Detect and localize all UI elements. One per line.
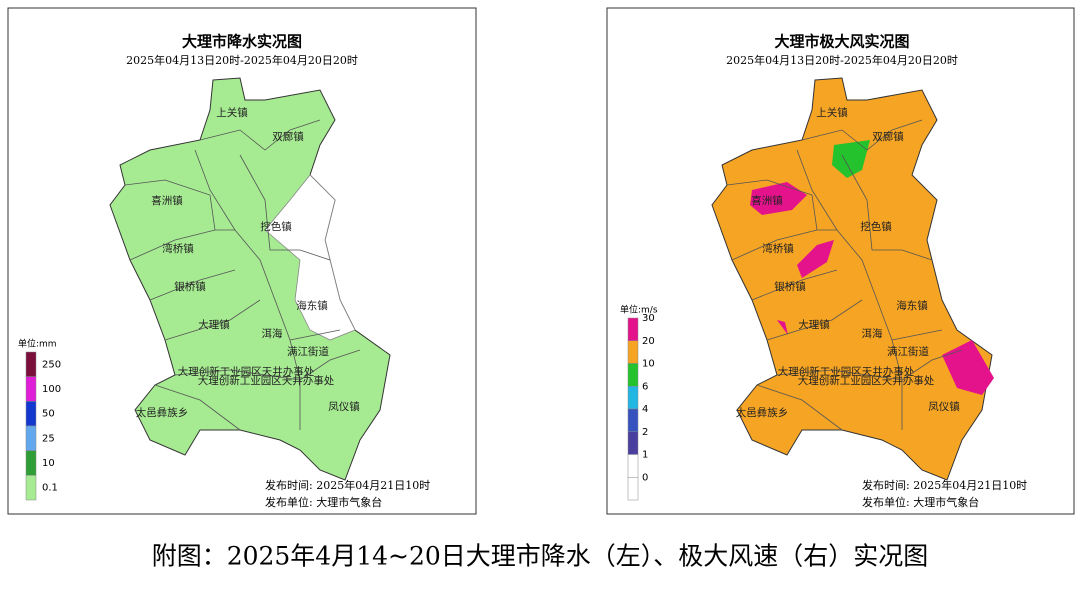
town-label: 海东镇 [296, 299, 328, 312]
town-label: 洱海 [262, 327, 283, 340]
footer-text: 发布时间: 2025年04月21日10时 [862, 478, 1027, 492]
footer-text: 发布时间: 2025年04月21日10时 [265, 478, 430, 492]
legend-label: 1 [642, 450, 648, 461]
legend-label: 30 [642, 313, 655, 324]
legend-swatch [627, 477, 639, 501]
legend-swatch [25, 376, 37, 402]
legend-label: 250 [42, 359, 61, 370]
legend-swatch [25, 475, 37, 501]
legend-swatch [627, 340, 639, 364]
legend-label: 25 [42, 433, 55, 444]
town-label: 洱海 [862, 327, 883, 340]
town-label: 大理创新工业园区天井办事处 [798, 374, 935, 387]
town-label: 银桥镇 [174, 280, 206, 293]
town-label: 湾桥镇 [762, 242, 794, 255]
town-label: 双廊镇 [872, 130, 904, 143]
town-label: 大理创新工业园区天井办事处 [778, 365, 915, 378]
legend-label: 0 [642, 472, 648, 483]
town-label: 太邑彝族乡 [136, 406, 189, 419]
legend-swatch [627, 408, 639, 432]
footer-text: 发布单位: 大理市气象台 [265, 495, 382, 509]
caption: 附图：2025年4月14~20日大理市降水（左）、极大风速（右）实况图 [152, 542, 929, 571]
town-label: 大理镇 [798, 318, 830, 331]
legend-label: 6 [642, 381, 648, 392]
town-label: 喜洲镇 [151, 194, 183, 207]
legend-unit: 单位:mm [18, 338, 57, 350]
legend-label: 50 [42, 409, 55, 420]
legend-label: 10 [642, 359, 655, 370]
legend-swatch [627, 363, 639, 387]
town-label: 凤仪镇 [928, 400, 960, 413]
map-title: 大理市极大风实况图 [774, 33, 909, 51]
rain-map [109, 77, 391, 481]
town-label: 上关镇 [816, 106, 848, 119]
legend-label: 10 [42, 458, 55, 469]
town-label: 海东镇 [896, 299, 928, 312]
town-label: 双廊镇 [272, 130, 304, 143]
legend-unit: 单位:m/s [620, 304, 658, 316]
town-label: 满江街道 [887, 345, 929, 358]
town-label: 挖色镇 [260, 220, 292, 233]
town-label: 喜洲镇 [751, 194, 783, 207]
town-label: 挖色镇 [860, 220, 892, 233]
legend-swatch [627, 386, 639, 410]
map-title: 大理市降水实况图 [182, 33, 302, 51]
town-label: 银桥镇 [774, 280, 806, 293]
legend-label: 0.1 [42, 483, 58, 494]
legend-label: 100 [42, 384, 61, 395]
town-label: 大理创新工业园区天井办事处 [198, 374, 335, 387]
legend-swatch [627, 317, 639, 341]
town-label: 太邑彝族乡 [736, 406, 789, 419]
wind-map [711, 77, 994, 481]
legend-label: 4 [642, 404, 648, 415]
town-label: 湾桥镇 [162, 242, 194, 255]
legend-swatch [25, 401, 37, 427]
legend-swatch [25, 450, 37, 476]
town-label: 大理镇 [198, 318, 230, 331]
legend-swatch [25, 351, 37, 377]
map-subtitle: 2025年04月13日20时-2025年04月20日20时 [126, 53, 358, 67]
town-label: 大理创新工业园区天井办事处 [178, 365, 315, 378]
legend-swatch [627, 454, 639, 478]
legend-label: 2 [642, 427, 648, 438]
town-label: 满江街道 [287, 345, 329, 358]
legend-swatch [25, 425, 37, 451]
legend-swatch [627, 431, 639, 455]
town-label: 凤仪镇 [328, 400, 360, 413]
footer-text: 发布单位: 大理市气象台 [862, 495, 979, 509]
map-subtitle: 2025年04月13日20时-2025年04月20日20时 [726, 53, 958, 67]
legend-label: 20 [642, 336, 655, 347]
town-label: 上关镇 [216, 106, 248, 119]
